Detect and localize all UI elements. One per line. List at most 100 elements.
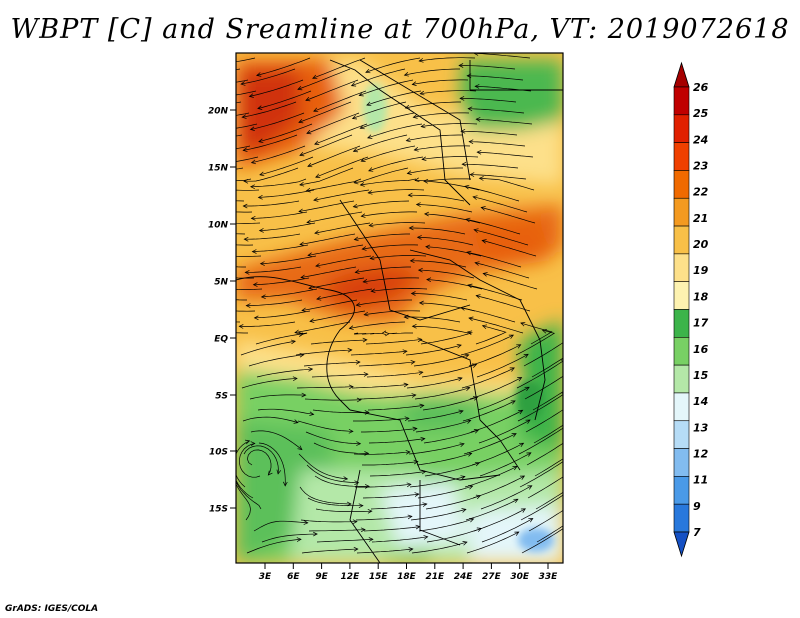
streamline-arrow <box>469 517 475 523</box>
streamline-arrow <box>465 217 471 223</box>
streamline <box>236 57 256 63</box>
streamline <box>417 236 474 246</box>
streamline-arrow <box>296 537 302 542</box>
streamline <box>480 485 532 510</box>
streamline <box>473 508 526 532</box>
streamline <box>368 156 424 172</box>
streamline-arrow <box>471 363 478 368</box>
streamline <box>417 485 473 499</box>
streamline-arrow <box>422 502 428 507</box>
streamline <box>244 167 299 182</box>
streamline <box>369 471 426 477</box>
streamline-arrow <box>258 228 264 233</box>
streamline-arrow <box>417 267 423 273</box>
latitude-axis: 20N 15N 10N 5N EQ 5S 10S 15S <box>208 107 236 515</box>
streamline <box>242 101 297 118</box>
streamline-arrow <box>352 203 358 209</box>
streamline-arrow <box>508 334 514 339</box>
streamline <box>260 255 317 265</box>
streamline-arrow <box>475 294 481 299</box>
streamline <box>466 531 519 554</box>
streamline-arrow <box>347 347 353 353</box>
streamline-arrow <box>187 170 191 174</box>
streamline-arrow <box>315 173 321 178</box>
colorbar-segment <box>673 170 690 199</box>
streamline-arrow <box>572 501 576 505</box>
streamline <box>470 409 523 433</box>
streamline-arrow <box>196 206 200 210</box>
streamline <box>361 145 416 162</box>
streamline <box>388 332 413 335</box>
streamline-arrow <box>343 476 349 481</box>
streamline-arrow <box>467 283 473 289</box>
streamline <box>239 321 296 327</box>
streamline-arrow <box>569 403 574 407</box>
colorbar-segment <box>673 281 690 310</box>
streamline <box>241 378 298 389</box>
streamline <box>243 200 300 207</box>
streamline <box>371 288 428 292</box>
streamline <box>298 200 355 212</box>
lat-tick-label: 10S <box>209 448 228 458</box>
streamline <box>524 375 563 400</box>
streamline <box>425 495 481 510</box>
streamline <box>415 420 471 433</box>
streamline-arrow <box>260 294 266 300</box>
streamline <box>406 134 462 142</box>
streamline-arrow <box>290 339 296 345</box>
streamline-arrow <box>467 330 473 335</box>
colorbar-label: 13 <box>693 421 709 434</box>
streamline-arrow <box>469 172 475 177</box>
colorbar-label: 21 <box>693 212 708 225</box>
streamline-arrow <box>418 370 424 376</box>
streamline <box>460 334 514 356</box>
streamline <box>464 466 518 488</box>
streamline <box>368 189 425 194</box>
streamline-arrow <box>410 359 416 365</box>
streamline <box>426 279 483 290</box>
streamline-arrow <box>473 228 479 233</box>
streamline-arrow <box>363 311 369 317</box>
streamline-arrow <box>520 321 526 327</box>
streamline <box>421 364 477 378</box>
streamline-arrow <box>524 386 530 392</box>
streamline <box>356 299 412 306</box>
streamline <box>294 321 351 333</box>
streamline <box>300 266 357 278</box>
colorbar-label: 24 <box>693 133 708 146</box>
streamline-arrow <box>575 347 579 351</box>
lon-tick-label: 33E <box>539 572 559 582</box>
streamline-arrow <box>409 258 415 264</box>
streamline-arrow <box>509 367 515 372</box>
streamline-arrow <box>468 316 474 322</box>
streamline <box>251 211 308 219</box>
streamline <box>256 368 313 378</box>
streamline-arrow <box>458 409 464 415</box>
streamline <box>416 452 472 466</box>
streamline-arrow <box>293 419 299 424</box>
streamline-arrow <box>230 470 234 474</box>
streamline-arrow <box>258 138 264 144</box>
streamline-arrow <box>294 329 300 335</box>
streamline <box>408 194 465 202</box>
streamline-arrow <box>245 439 251 445</box>
streamline-arrow <box>243 236 249 242</box>
streamline-arrow <box>459 96 465 101</box>
streamline <box>298 453 348 480</box>
colorbar-segment <box>673 86 690 116</box>
streamline <box>259 222 316 231</box>
streamline <box>467 75 524 81</box>
colorbar-bottom-arrow <box>673 531 690 558</box>
streamline <box>353 417 409 422</box>
streamline <box>254 310 311 319</box>
streamline <box>354 483 411 488</box>
streamline-arrow <box>418 58 424 63</box>
streamline <box>256 57 311 76</box>
streamline-arrow <box>248 93 254 98</box>
streamline-arrow <box>560 359 563 364</box>
streamline-arrow <box>276 469 282 475</box>
streamline-arrow <box>244 270 250 275</box>
streamline <box>481 518 533 543</box>
streamline-arrow <box>298 332 304 337</box>
streamline <box>476 118 533 125</box>
